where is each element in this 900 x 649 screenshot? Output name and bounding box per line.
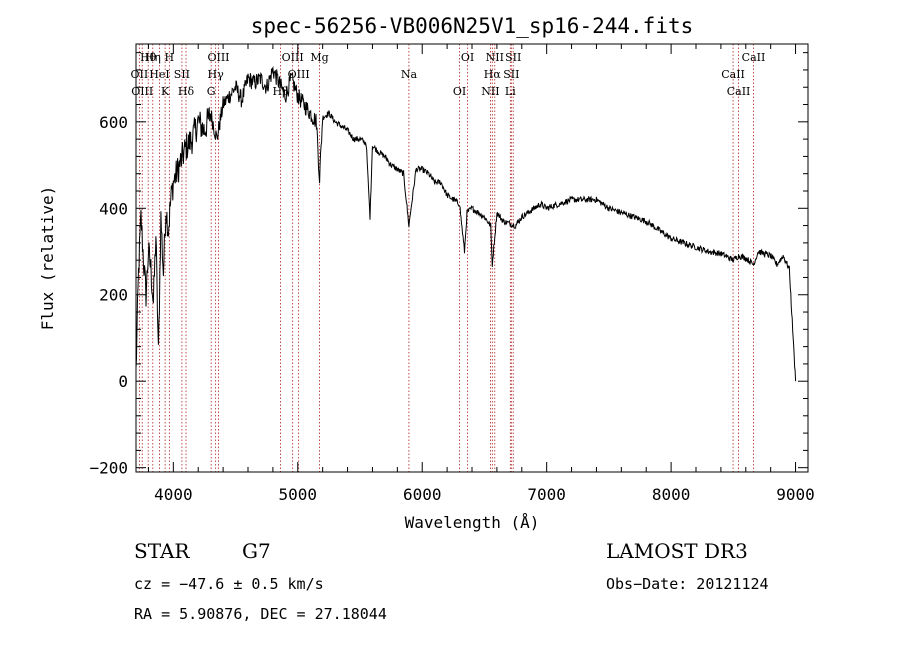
spectral-line-label: Hδ (178, 85, 195, 98)
cz-value: cz = −47.6 ± 0.5 km/s (134, 575, 324, 593)
spectral-line-markers (138, 44, 754, 472)
spectral-line-labels: HθOIIOIIIHηHeIKHSIIHδOIIIHγGOIIIOIIIHβMg… (131, 51, 766, 98)
plot-frame (135, 43, 809, 473)
y-tick-label: 0 (118, 372, 128, 391)
spectral-line-label: HeI (149, 68, 169, 81)
spectral-line-label: CaII (742, 51, 766, 64)
spectral-line-label: OII (131, 68, 149, 81)
x-tick-label: 8000 (652, 485, 691, 504)
object-subclass: G7 (242, 539, 271, 563)
spectral-line-label: Li (505, 85, 516, 98)
spectral-line-label: NII (486, 51, 504, 64)
y-tick-label: 600 (99, 113, 128, 132)
x-axis-ticks: 4000 5000 6000 7000 8000 9000 (147, 44, 815, 504)
spectral-line-label: Hθ (140, 51, 157, 64)
spectral-line-label: SII (505, 51, 521, 64)
spectral-line-label: G (207, 85, 216, 98)
x-tick-label: 4000 (154, 485, 193, 504)
object-class: STAR (134, 539, 190, 563)
obs-date: Obs−Date: 20121124 (606, 575, 769, 593)
spectral-line-label: NII (481, 85, 499, 98)
spectral-line-label: Mg (310, 51, 328, 64)
spectral-line-label: CaII (727, 85, 751, 98)
y-axis-ticks: −200 0 200 400 600 (89, 52, 808, 478)
x-tick-label: 7000 (527, 485, 566, 504)
spectral-line-label: K (161, 85, 170, 98)
spectral-line-label: OI (461, 51, 474, 64)
x-axis-label: Wavelength (Å) (405, 513, 540, 532)
y-tick-label: 200 (99, 286, 128, 305)
spectral-line-label: SII (503, 68, 519, 81)
spectral-line-label: Hα (484, 68, 502, 81)
spectral-line-label: OIII (282, 51, 304, 64)
spectrum-line (135, 65, 797, 382)
spectral-line-label: H (165, 51, 175, 64)
spectral-line-label: Na (401, 68, 418, 81)
survey-name: LAMOST DR3 (606, 539, 748, 563)
spectral-line-label: Hη (145, 51, 161, 64)
x-tick-label: 6000 (403, 485, 442, 504)
spectral-line-label: CaII (721, 68, 745, 81)
spectral-line-label: Hγ (208, 68, 225, 81)
y-tick-label: −200 (89, 459, 128, 478)
x-tick-label: 5000 (279, 485, 318, 504)
y-axis-label: Flux (relative) (38, 186, 57, 331)
y-tick-label: 400 (99, 199, 128, 218)
spectral-line-label: OIII (131, 85, 153, 98)
spectral-line-label: SII (174, 68, 190, 81)
spectral-line-label: OIII (207, 51, 229, 64)
x-tick-label: 9000 (776, 485, 815, 504)
spectral-line-label: OI (453, 85, 466, 98)
coordinates: RA = 5.90876, DEC = 27.18044 (134, 605, 387, 623)
chart-title: spec-56256-VB006N25V1_sp16-244.fits (251, 14, 694, 38)
